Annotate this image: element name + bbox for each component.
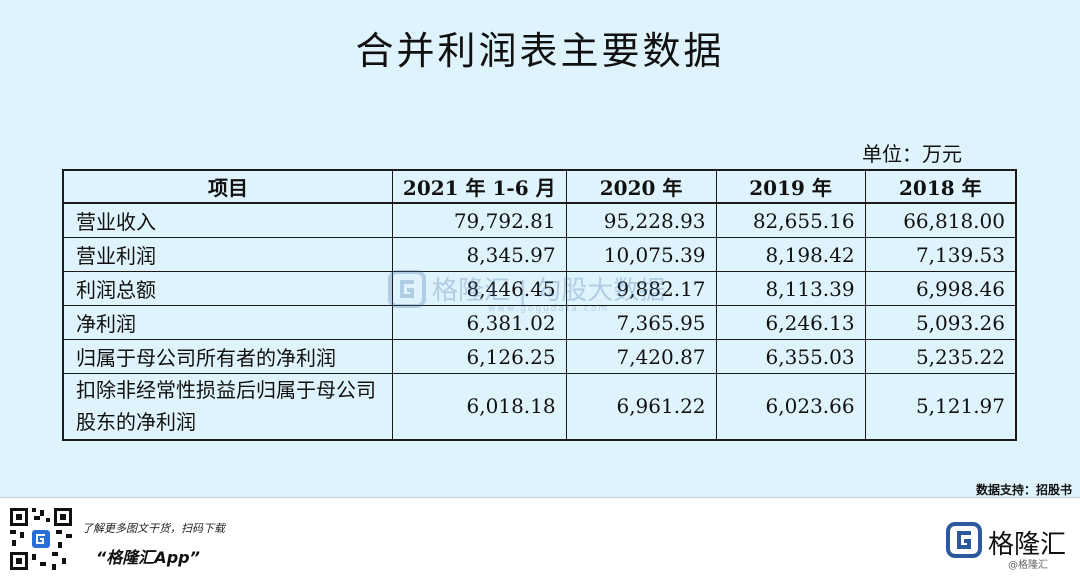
table-cell: 6,961.22 xyxy=(565,373,717,440)
row-label: 营业利润 xyxy=(62,237,393,272)
brand-logo: 格隆汇 @格隆汇 xyxy=(946,522,1074,571)
table-row: 归属于母公司所有者的净利润 6,126.25 7,420.87 6,355.03… xyxy=(62,339,1017,374)
table-cell: 6,018.18 xyxy=(391,373,567,440)
table-row: 营业收入 79,792.81 95,228.93 82,655.16 66,81… xyxy=(62,202,1017,238)
row-label: 归属于母公司所有者的净利润 xyxy=(62,339,393,374)
table-cell: 8,113.39 xyxy=(715,271,866,306)
table-cell: 10,075.39 xyxy=(565,237,717,272)
footer-app-name: “格隆汇App” xyxy=(96,548,200,567)
footer: 了解更多图文干货，扫码下载 “格隆汇App” 格隆汇 @格隆汇 xyxy=(0,498,1080,577)
income-statement-table: 项目 2021 年 1-6 月 2020 年 2019 年 2018 年 营业收… xyxy=(62,169,1017,441)
table-cell: 79,792.81 xyxy=(391,202,567,238)
table-header-row: 项目 2021 年 1-6 月 2020 年 2019 年 2018 年 xyxy=(62,169,1017,204)
table-cell: 7,139.53 xyxy=(864,237,1017,272)
column-header: 2019 年 xyxy=(715,169,866,204)
table-cell: 95,228.93 xyxy=(565,202,717,238)
logo-subtext: @格隆汇 xyxy=(1008,560,1048,571)
table-cell: 5,121.97 xyxy=(864,373,1017,440)
logo-text: 格隆汇 xyxy=(988,530,1067,560)
table-cell: 5,235.22 xyxy=(864,339,1017,374)
table-cell: 9,882.17 xyxy=(565,271,717,306)
table-cell: 82,655.16 xyxy=(715,202,866,238)
table-row: 扣除非经常性损益后归属于母公司股东的净利润 6,018.18 6,961.22 … xyxy=(62,373,1017,440)
table-cell: 8,446.45 xyxy=(391,271,567,306)
table-cell: 7,365.95 xyxy=(565,305,717,340)
row-label: 营业收入 xyxy=(62,202,393,238)
column-header: 2020 年 xyxy=(565,169,717,204)
table-cell: 66,818.00 xyxy=(864,202,1017,238)
data-source-note: 数据支持：招股书 xyxy=(975,483,1072,497)
table-row: 利润总额 8,446.45 9,882.17 8,113.39 6,998.46 xyxy=(62,271,1017,306)
table-cell: 5,093.26 xyxy=(864,305,1017,340)
page-title: 合并利润表主要数据 xyxy=(355,29,725,73)
table-cell: 8,345.97 xyxy=(391,237,567,272)
column-header: 2018 年 xyxy=(864,169,1017,204)
gelonghui-logo-icon xyxy=(946,522,982,558)
table-cell: 6,355.03 xyxy=(715,339,866,374)
row-label: 净利润 xyxy=(62,305,393,340)
table-row: 营业利润 8,345.97 10,075.39 8,198.42 7,139.5… xyxy=(62,237,1017,272)
table-cell: 8,198.42 xyxy=(715,237,866,272)
table-cell: 6,381.02 xyxy=(391,305,567,340)
table-cell: 6,126.25 xyxy=(391,339,567,374)
row-label: 扣除非经常性损益后归属于母公司股东的净利润 xyxy=(62,373,393,440)
footer-promo-text: 了解更多图文干货，扫码下载 xyxy=(82,522,225,535)
row-label: 利润总额 xyxy=(62,271,393,306)
table-row: 净利润 6,381.02 7,365.95 6,246.13 5,093.26 xyxy=(62,305,1017,340)
column-header: 2021 年 1-6 月 xyxy=(391,169,567,204)
column-header: 项目 xyxy=(62,169,393,204)
qr-code-icon xyxy=(8,506,74,572)
table-cell: 6,246.13 xyxy=(715,305,866,340)
table-cell: 7,420.87 xyxy=(565,339,717,374)
unit-label: 单位：万元 xyxy=(862,142,962,166)
footer-divider xyxy=(0,497,1080,498)
table-cell: 6,023.66 xyxy=(715,373,866,440)
table-cell: 6,998.46 xyxy=(864,271,1017,306)
